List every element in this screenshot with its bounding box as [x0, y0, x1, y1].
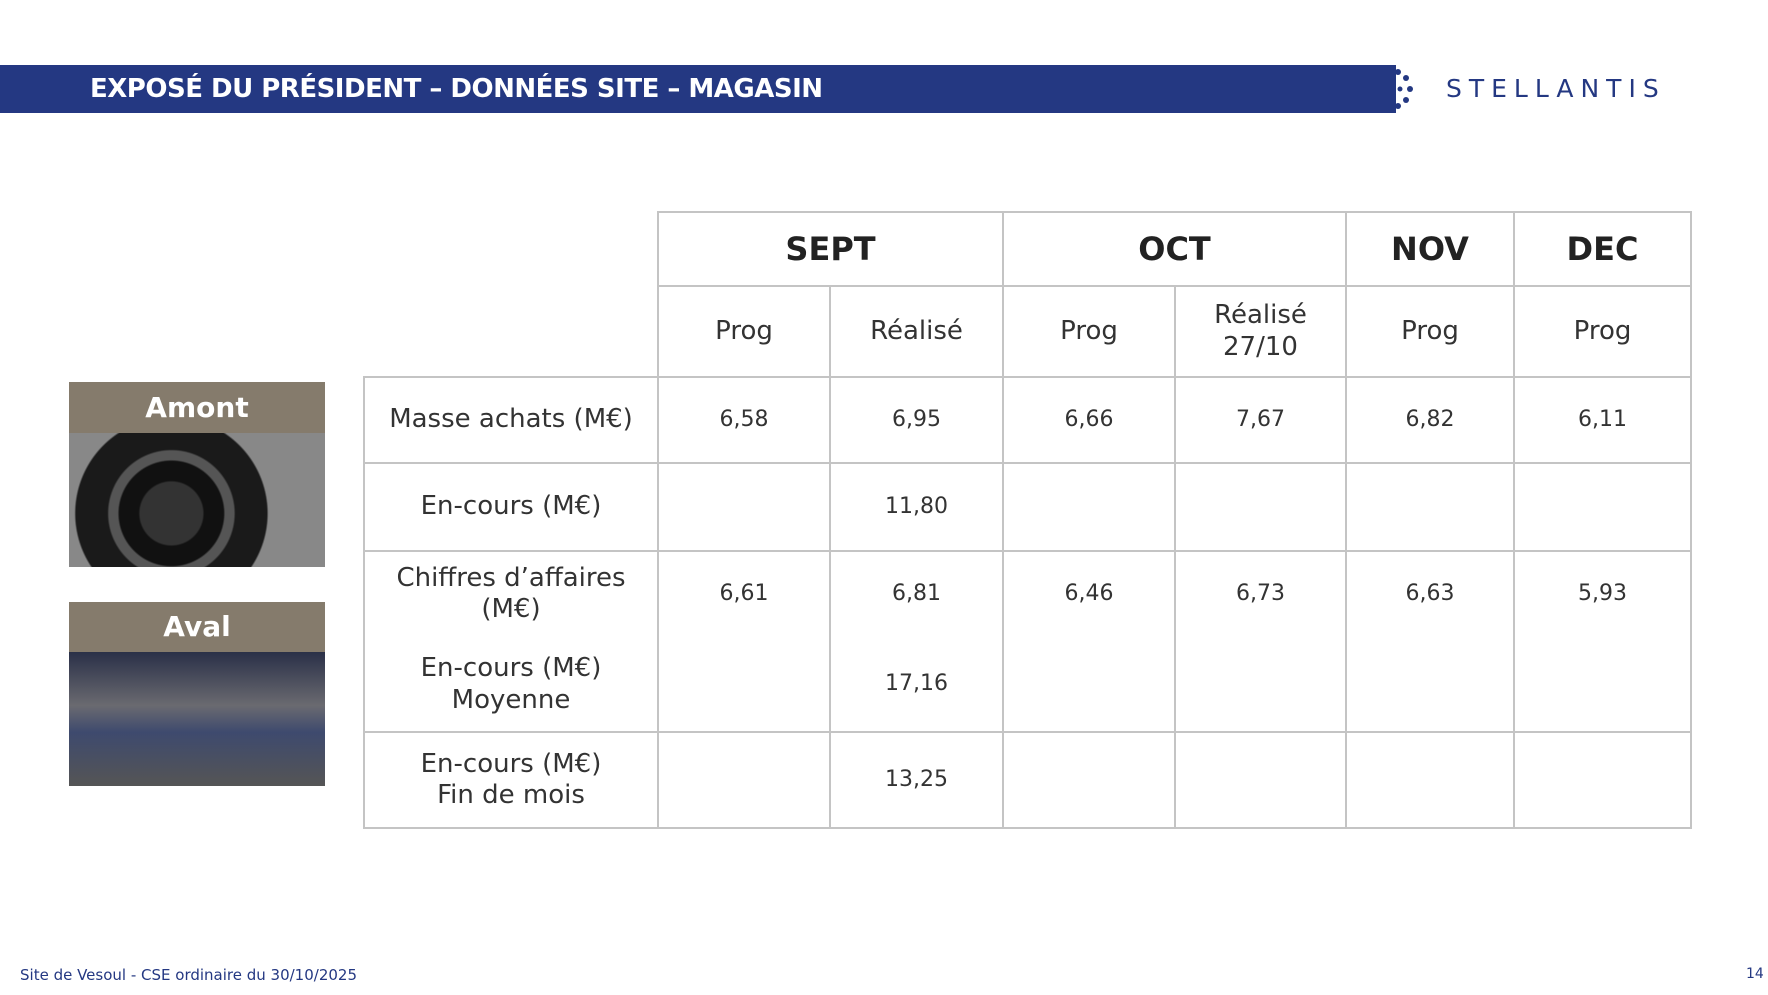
grid-line [1690, 211, 1692, 829]
cell-value: 6,73 [1236, 580, 1285, 606]
header-bar [0, 65, 1396, 113]
grid-line [363, 462, 1692, 464]
grid-line [363, 550, 1692, 552]
sub-header: Prog [1060, 315, 1118, 346]
cell-value: 6,46 [1064, 580, 1114, 606]
cell-value: 17,16 [885, 671, 948, 697]
grid-line [1345, 211, 1347, 829]
cell-value: 5,93 [1578, 580, 1627, 606]
month-header: DEC [1566, 229, 1639, 268]
grid-line [829, 285, 831, 829]
page-number: 14 [1746, 966, 1764, 982]
cell-value: 6,63 [1405, 580, 1455, 606]
sub-header: Prog [1573, 315, 1632, 346]
cell-value: 6,58 [719, 406, 769, 432]
cell-value: 7,67 [1236, 406, 1285, 432]
month-header: NOV [1391, 229, 1469, 268]
row-label: En-cours (M€) Moyenne [420, 653, 602, 715]
cell-value: 6,82 [1405, 406, 1455, 432]
logo: STELLANTIS [1446, 74, 1666, 103]
logo-dots [1395, 69, 1413, 109]
cell-value: 6,81 [892, 580, 941, 606]
sub-header: Prog [715, 315, 773, 346]
cell-value: 6,66 [1064, 406, 1114, 432]
sub-header: Réalisé 27/10 [1214, 300, 1307, 362]
month-header: SEPT [785, 229, 876, 268]
grid-line [1174, 285, 1176, 829]
month-header: OCT [1138, 229, 1211, 268]
grid-line [657, 211, 1692, 213]
grid-line [363, 827, 1692, 829]
sub-header: Réalisé [870, 315, 963, 346]
amont-image [69, 433, 325, 567]
row-label: Masse achats (M€) [389, 404, 633, 435]
cell-value: 6,95 [892, 406, 941, 432]
cell-value: 13,25 [885, 766, 948, 792]
amont-label: Amont [69, 382, 325, 433]
row-label: En-cours (M€) [420, 491, 602, 522]
aval-image [69, 652, 325, 786]
cell-value: 6,11 [1578, 406, 1627, 432]
sub-header: Prog [1401, 315, 1459, 346]
grid-line [363, 376, 365, 829]
grid-line [657, 211, 659, 829]
cell-value: 11,80 [885, 493, 948, 519]
cell-value: 6,61 [719, 580, 769, 606]
slide-title: EXPOSÉ DU PRÉSIDENT – DONNÉES SITE – MAG… [90, 74, 823, 104]
aval-label: Aval [69, 602, 325, 652]
grid-line [1513, 211, 1515, 829]
row-label: Chiffres d’affaires (M€) [396, 562, 626, 624]
row-label: En-cours (M€) Fin de mois [420, 748, 602, 810]
grid-line [1002, 211, 1004, 829]
grid-line [363, 731, 1692, 733]
grid-line [363, 376, 1692, 378]
footer-text: Site de Vesoul - CSE ordinaire du 30/10/… [20, 966, 357, 984]
